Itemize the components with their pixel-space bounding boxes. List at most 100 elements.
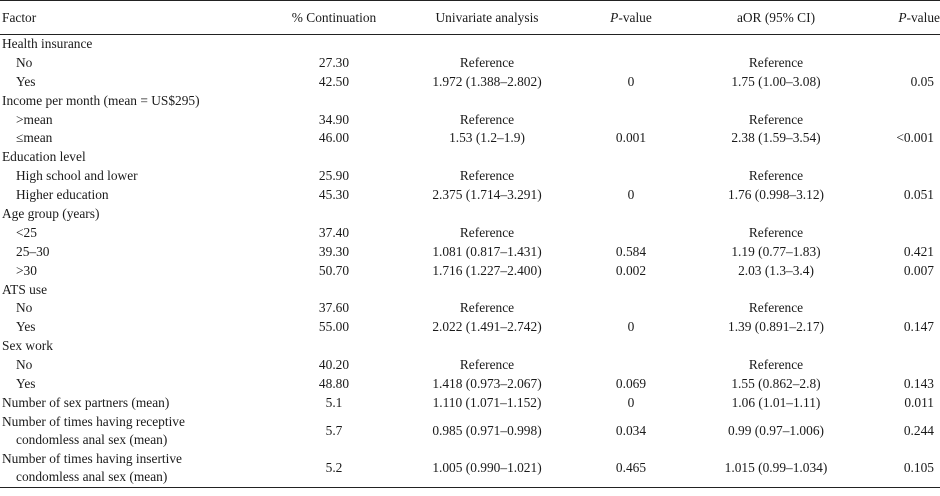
header-factor: Factor	[0, 0, 268, 35]
p-value-cell: 0.034	[615, 423, 647, 439]
univariate-cell	[400, 91, 574, 110]
continuation-cell	[268, 205, 400, 224]
header-p-suffix: -value	[618, 9, 652, 25]
adjusted-p-value-cell: 0.051	[903, 187, 934, 203]
adjusted-p-value-cell	[864, 280, 940, 299]
factor-label: Higher education	[16, 187, 109, 203]
aor-cell: Reference	[748, 168, 804, 184]
table-row: Yes 48.80 1.418 (0.973–2.067) 0.069 1.55 (0.…	[0, 375, 940, 394]
adjusted-p-value-cell: 0.007	[903, 262, 934, 278]
table-group-row: ATS use	[0, 280, 940, 299]
univariate-cell: 1.110 (1.071–1.152)	[432, 394, 542, 410]
table-row: >30 50.70 1.716 (1.227–2.400) 0.002 2.03 (1.…	[0, 261, 940, 280]
table-row: No 37.60 Reference Reference	[0, 299, 940, 318]
p-value-cell	[574, 110, 688, 129]
adjusted-p-value-cell	[864, 167, 940, 186]
continuation-cell: 37.40	[318, 224, 350, 240]
continuation-cell: 42.50	[318, 73, 350, 89]
factor-label: ≤mean	[16, 130, 53, 146]
p-value-cell	[574, 35, 688, 54]
continuation-cell: 5.7	[325, 423, 343, 439]
aor-cell	[688, 91, 864, 110]
factor-label: No	[16, 357, 33, 373]
factor-group-label: Health insurance	[2, 36, 93, 52]
header-univariate: Univariate analysis	[400, 0, 574, 35]
table-row: Number of times having insertive condomle…	[0, 449, 940, 488]
aor-cell: 1.76 (0.998–3.12)	[728, 187, 824, 203]
adjusted-p-value-cell	[864, 110, 940, 129]
table-group-row: Health insurance	[0, 35, 940, 54]
continuation-cell: 5.1	[325, 394, 343, 410]
univariate-cell: 1.53 (1.2–1.9)	[449, 130, 525, 146]
adjusted-p-value-cell: <0.001	[896, 130, 934, 146]
continuation-cell: 27.30	[318, 54, 350, 70]
table-row: No 40.20 Reference Reference	[0, 356, 940, 375]
aor-cell: Reference	[748, 224, 804, 240]
factor-label: Yes	[16, 375, 36, 391]
univariate-cell	[400, 148, 574, 167]
adjusted-p-value-cell	[864, 53, 940, 72]
continuation-cell	[268, 280, 400, 299]
univariate-cell: Reference	[459, 300, 515, 316]
table-row: Yes 42.50 1.972 (1.388–2.802) 0 1.75 (1.00–3…	[0, 72, 940, 91]
table-row: Higher education 45.30 2.375 (1.714–3.291)…	[0, 186, 940, 205]
p-value-cell	[574, 280, 688, 299]
continuation-cell	[268, 337, 400, 356]
factor-group-label: ATS use	[2, 281, 48, 297]
aor-cell: Reference	[748, 357, 804, 373]
factor-label-line-1: Number of times having receptive	[2, 414, 185, 430]
header-continuation: % Continuation	[268, 0, 400, 35]
univariate-cell: 1.005 (0.990–1.021)	[400, 449, 574, 488]
factor-label: No	[16, 300, 33, 316]
continuation-cell: 55.00	[318, 319, 350, 335]
continuation-cell	[268, 148, 400, 167]
univariate-cell: Reference	[459, 111, 515, 127]
univariate-cell: 1.716 (1.227–2.400)	[432, 262, 542, 278]
adjusted-p-value-cell	[864, 148, 940, 167]
header-p2-letter: P	[898, 9, 907, 25]
univariate-cell	[400, 35, 574, 54]
factor-label-line-1: Number of times having insertive	[2, 451, 182, 467]
univariate-cell: 2.375 (1.714–3.291)	[432, 187, 542, 203]
aor-cell: Reference	[748, 111, 804, 127]
factor-label-line-2: condomless anal sex (mean)	[16, 432, 168, 448]
adjusted-p-value-cell: 0.011	[904, 394, 934, 410]
p-value-cell: 0.002	[615, 262, 647, 278]
adjusted-p-value-cell: 0.147	[903, 319, 934, 335]
aor-cell	[688, 35, 864, 54]
aor-cell: 1.55 (0.862–2.8)	[731, 375, 821, 391]
factor-label: No	[16, 54, 33, 70]
p-value-cell: 0.069	[615, 375, 647, 391]
univariate-cell: 1.081 (0.817–1.431)	[432, 243, 542, 259]
univariate-cell: 2.022 (1.491–2.742)	[432, 319, 542, 335]
adjusted-p-value-cell	[864, 91, 940, 110]
adjusted-p-value-cell: 0.105	[864, 449, 940, 488]
p-value-cell	[574, 299, 688, 318]
p-value-cell	[574, 223, 688, 242]
continuation-cell: 46.00	[318, 130, 350, 146]
table-row: ≤mean 46.00 1.53 (1.2–1.9) 0.001 2.38 (1.59–…	[0, 129, 940, 148]
table-group-row: Sex work	[0, 337, 940, 356]
p-value-cell: 0	[627, 394, 635, 410]
factor-label: Number of times having insertive condomle…	[0, 449, 268, 488]
factor-label: <25	[16, 224, 37, 240]
univariate-cell	[400, 337, 574, 356]
univariate-cell	[400, 205, 574, 224]
aor-cell	[688, 148, 864, 167]
univariate-cell	[400, 280, 574, 299]
aor-cell: 1.39 (0.891–2.17)	[728, 319, 824, 335]
continuation-cell: 50.70	[318, 262, 350, 278]
table-row: Number of sex partners (mean) 5.1 1.110 (1…	[0, 393, 940, 412]
header-p-letter: P	[610, 9, 619, 25]
univariate-cell: 1.418 (0.973–2.067)	[432, 375, 542, 391]
adjusted-p-value-cell: 0.05	[910, 73, 934, 89]
continuation-cell: 48.80	[318, 375, 350, 391]
continuation-cell	[268, 35, 400, 54]
header-aor: aOR (95% CI)	[688, 0, 864, 35]
header-p-value-adjusted: P-value	[864, 0, 940, 35]
univariate-cell: 0.985 (0.971–0.998)	[432, 423, 542, 439]
univariate-cell: Reference	[459, 224, 515, 240]
p-value-cell	[574, 53, 688, 72]
aor-cell: 1.19 (0.77–1.83)	[731, 243, 821, 259]
factor-group-label: Income per month (mean = US$295)	[2, 92, 200, 108]
